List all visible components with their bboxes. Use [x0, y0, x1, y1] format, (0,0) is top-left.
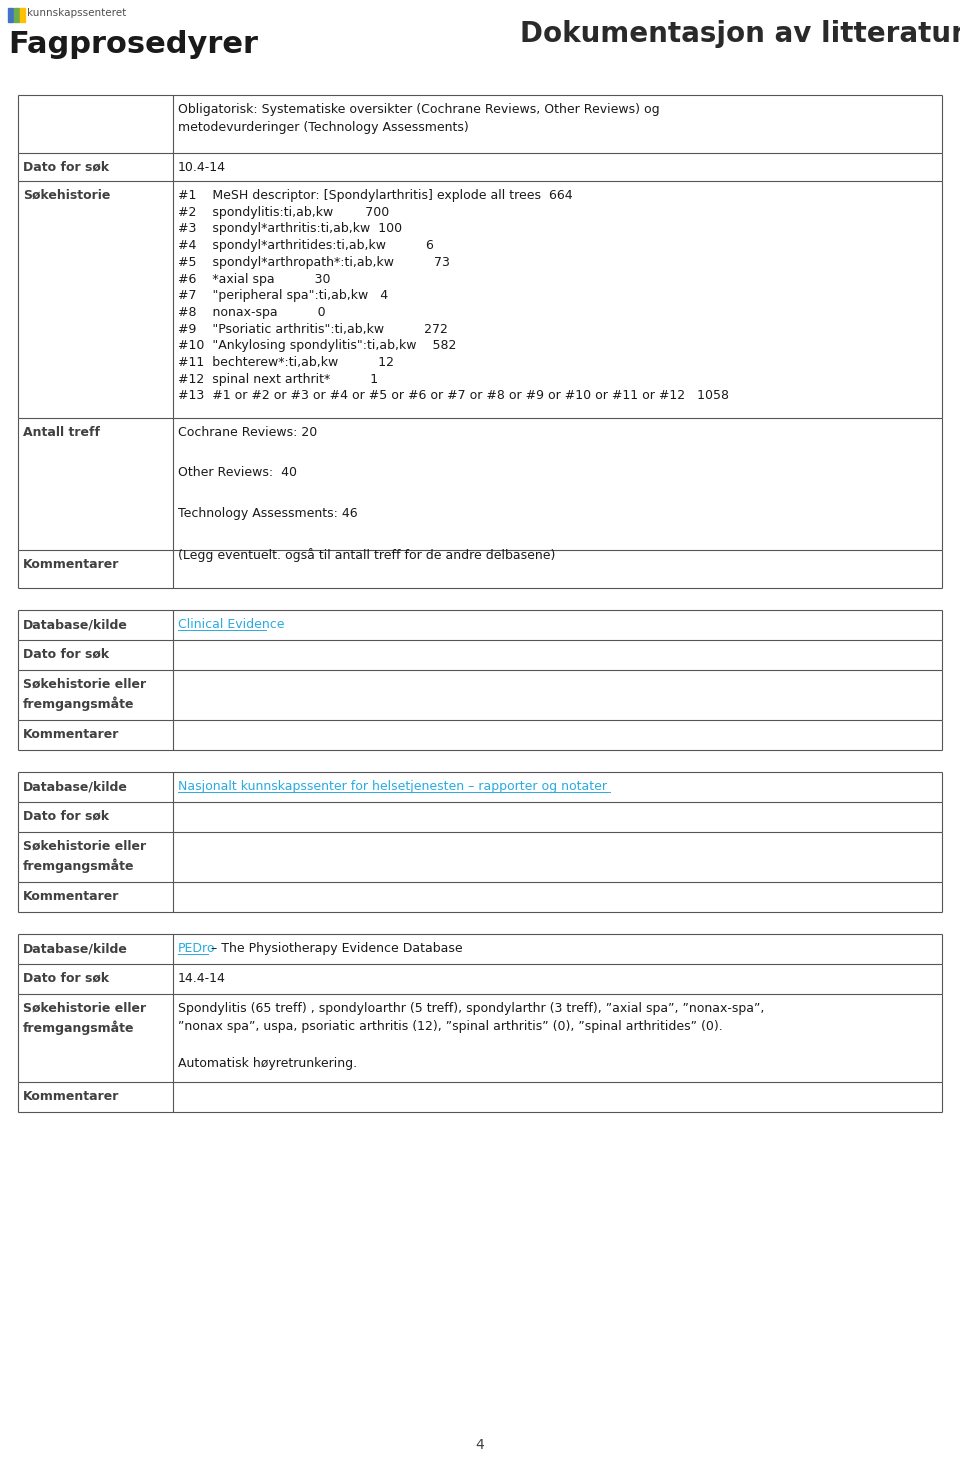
Text: Kommentarer: Kommentarer — [23, 890, 119, 904]
Text: – The Physiotherapy Evidence Database: – The Physiotherapy Evidence Database — [211, 942, 463, 955]
Text: 14.4-14: 14.4-14 — [178, 972, 226, 985]
Bar — [8, 7, 13, 22]
Text: Kommentarer: Kommentarer — [23, 728, 119, 741]
Text: Antall treff: Antall treff — [23, 425, 100, 439]
Text: 4: 4 — [475, 1439, 485, 1452]
Text: Søkehistorie: Søkehistorie — [23, 189, 110, 202]
Text: PEDro: PEDro — [178, 942, 215, 955]
Text: Spondylitis (65 treff) , spondyloarthr (5 treff), spondylarthr (3 treff), ”axial: Spondylitis (65 treff) , spondyloarthr (… — [178, 1001, 764, 1070]
Bar — [14, 7, 19, 22]
Text: Cochrane Reviews: 20

Other Reviews:  40

Technology Assessments: 46

(Legg even: Cochrane Reviews: 20 Other Reviews: 40 T… — [178, 425, 556, 561]
Text: Database/kilde: Database/kilde — [23, 618, 128, 632]
Text: Dato for søk: Dato for søk — [23, 161, 109, 174]
Text: 10.4-14: 10.4-14 — [178, 161, 226, 174]
Text: Søkehistorie eller
fremgangsmåte: Søkehistorie eller fremgangsmåte — [23, 841, 146, 873]
Text: Obligatorisk: Systematiske oversikter (Cochrane Reviews, Other Reviews) og
metod: Obligatorisk: Systematiske oversikter (C… — [178, 102, 660, 135]
Text: Dokumentasjon av litteratursøk: Dokumentasjon av litteratursøk — [520, 20, 960, 48]
Text: Kommentarer: Kommentarer — [23, 1091, 119, 1102]
Text: Søkehistorie eller
fremgangsmåte: Søkehistorie eller fremgangsmåte — [23, 678, 146, 712]
Text: Database/kilde: Database/kilde — [23, 942, 128, 955]
Text: Fagprosedyrer: Fagprosedyrer — [8, 31, 258, 58]
Text: #1    MeSH descriptor: [Spondylarthritis] explode all trees  664
#2    spondylit: #1 MeSH descriptor: [Spondylarthritis] e… — [178, 189, 729, 402]
Text: Søkehistorie eller
fremgangsmåte: Søkehistorie eller fremgangsmåte — [23, 1001, 146, 1035]
Text: Dato for søk: Dato for søk — [23, 810, 109, 823]
Text: Nasjonalt kunnskapssenter for helsetjenesten – rapporter og notater: Nasjonalt kunnskapssenter for helsetjene… — [178, 781, 607, 792]
Text: Database/kilde: Database/kilde — [23, 781, 128, 792]
Text: Dato for søk: Dato for søk — [23, 648, 109, 661]
Bar — [20, 7, 25, 22]
Text: Clinical Evidence: Clinical Evidence — [178, 618, 284, 632]
Text: Kommentarer: Kommentarer — [23, 558, 119, 572]
Text: kunnskapssenteret: kunnskapssenteret — [27, 7, 127, 18]
Text: Dato for søk: Dato for søk — [23, 972, 109, 985]
